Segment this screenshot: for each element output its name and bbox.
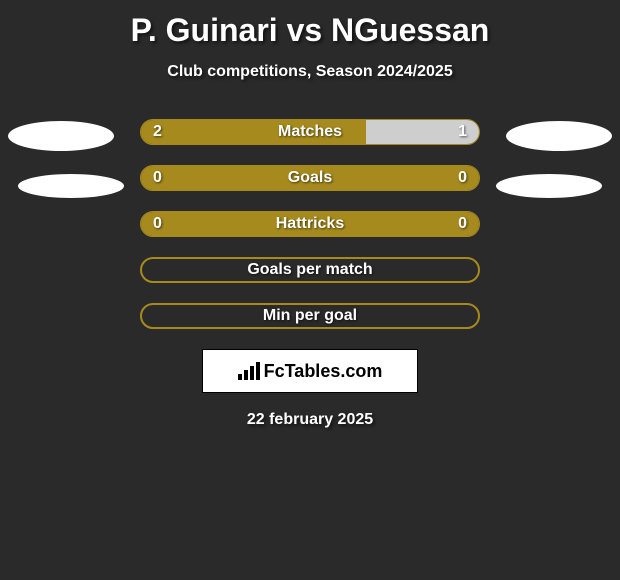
player-right-ellipse-2 (496, 174, 602, 198)
date-line: 22 february 2025 (0, 411, 620, 429)
stats-area: 2 Matches 1 0 Goals 0 0 Hattricks 0 Goal… (0, 119, 620, 429)
bar-chart-icon (238, 362, 260, 380)
player-left-ellipse-2 (18, 174, 124, 198)
logo-text: FcTables.com (264, 361, 383, 382)
stat-row-min-per-goal: Min per goal (140, 303, 480, 329)
player-right-ellipse-1 (506, 121, 612, 151)
logo: FcTables.com (238, 361, 383, 382)
page-title: P. Guinari vs NGuessan (0, 12, 620, 49)
stat-label: Goals per match (142, 261, 478, 279)
stat-label: Hattricks (141, 215, 479, 233)
comparison-widget: P. Guinari vs NGuessan Club competitions… (0, 0, 620, 429)
player-left-ellipse-1 (8, 121, 114, 151)
stat-value-right: 1 (458, 123, 467, 141)
stat-row-goals-per-match: Goals per match (140, 257, 480, 283)
stat-label: Goals (141, 169, 479, 187)
subtitle: Club competitions, Season 2024/2025 (0, 63, 620, 81)
stat-label: Min per goal (142, 307, 478, 325)
stat-value-right: 0 (458, 215, 467, 233)
stat-row-hattricks: 0 Hattricks 0 (140, 211, 480, 237)
stat-value-right: 0 (458, 169, 467, 187)
stat-label: Matches (141, 123, 479, 141)
stat-row-goals: 0 Goals 0 (140, 165, 480, 191)
stat-row-matches: 2 Matches 1 (140, 119, 480, 145)
logo-box: FcTables.com (202, 349, 418, 393)
